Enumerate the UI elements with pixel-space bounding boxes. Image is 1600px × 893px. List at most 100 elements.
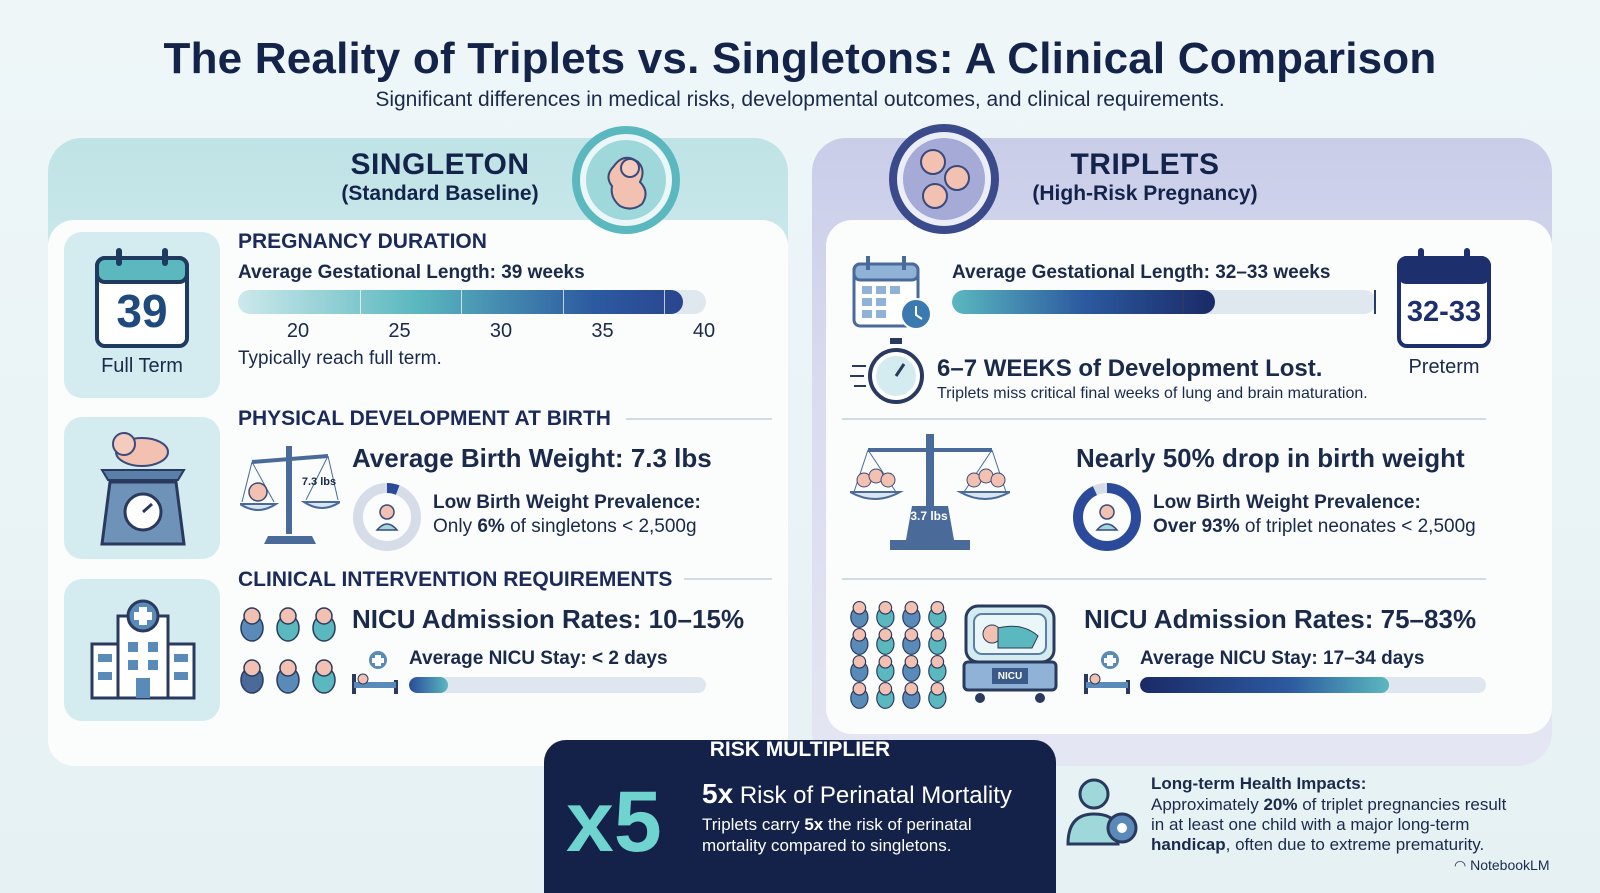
swaddled-baby-icon bbox=[928, 600, 947, 632]
singleton-weight-badge: 7.3 lbs bbox=[301, 476, 337, 488]
triplets-heading: TRIPLETS bbox=[1070, 148, 1220, 181]
weeks-lost-note: Triplets miss critical final weeks of lu… bbox=[937, 385, 1368, 402]
triplets-gestation-bar bbox=[952, 290, 1376, 314]
calendar-number: 39 bbox=[116, 285, 168, 337]
page-title: The Reality of Triplets vs. Singletons: … bbox=[163, 34, 1437, 83]
calendar-icon bbox=[94, 246, 190, 350]
baby-scale-icon bbox=[96, 426, 190, 550]
swaddled-baby-icon bbox=[876, 681, 895, 713]
longterm-p3: , often due to extreme prematurity. bbox=[1225, 835, 1485, 854]
triplets-weight-drop: Nearly 50% drop in birth weight bbox=[1076, 443, 1465, 473]
stopwatch-icon bbox=[850, 336, 930, 408]
swaddled-baby-icon bbox=[902, 600, 921, 632]
brand-icon: ◠ bbox=[1454, 857, 1471, 873]
swaddled-baby-icon bbox=[876, 600, 895, 632]
swaddled-baby-icon bbox=[276, 606, 300, 647]
triplets-gestation-bar-fill bbox=[952, 290, 1215, 314]
gestation-tick-label: 20 bbox=[286, 320, 310, 342]
triplets-lbw-text: Over 93% of triplet neonates < 2,500g bbox=[1153, 516, 1476, 538]
triplet-fetuses-icon bbox=[887, 122, 1001, 236]
swaddled-baby-icon bbox=[902, 681, 921, 713]
brand-name: NotebookLM bbox=[1470, 857, 1550, 873]
risk-line-bold: 5x bbox=[702, 778, 734, 809]
triplets-stay-bar bbox=[1140, 677, 1486, 693]
gestation-tick-labels: 20 25 30 35 40 bbox=[238, 320, 715, 344]
risk-multiplier-block bbox=[544, 740, 1056, 893]
swaddled-baby-icon bbox=[312, 606, 336, 647]
singleton-subheading: (Standard Baseline) bbox=[341, 182, 539, 205]
risk-note: Triplets carry 5x the risk of perinatal … bbox=[702, 814, 1022, 856]
swaddled-baby-icon bbox=[240, 606, 264, 647]
singleton-header: SINGLETON (Standard Baseline) bbox=[300, 148, 580, 206]
swaddled-baby-icon bbox=[876, 627, 895, 659]
section-divider bbox=[842, 418, 1486, 420]
brand-label: ◠ NotebookLM bbox=[1454, 857, 1550, 874]
physical-section-title: PHYSICAL DEVELOPMENT AT BIRTH bbox=[238, 407, 611, 430]
bar-marker bbox=[1182, 290, 1184, 314]
section-divider bbox=[842, 578, 1486, 580]
preterm-calendar-number: 32-33 bbox=[1406, 296, 1482, 328]
swaddled-baby-icon bbox=[902, 627, 921, 659]
swaddled-baby-icon bbox=[902, 654, 921, 686]
incubator-icon bbox=[962, 604, 1058, 704]
risk-note-prefix: Triplets carry bbox=[702, 815, 805, 834]
swaddled-babies-icon bbox=[240, 606, 346, 710]
gestation-tick-line bbox=[664, 290, 665, 314]
preterm-label: Preterm bbox=[1408, 356, 1480, 378]
triplets-nicu-rate: NICU Admission Rates: 75–83% bbox=[1084, 604, 1477, 634]
gestation-tick-label: 25 bbox=[388, 320, 411, 342]
swaddled-babies-grid-icon bbox=[850, 600, 956, 709]
hospital-bed-icon bbox=[350, 650, 400, 696]
calendar-label: Full Term bbox=[101, 355, 183, 377]
singleton-duration-note: Typically reach full term. bbox=[238, 348, 442, 369]
longterm-b1: 20% bbox=[1263, 795, 1298, 814]
lbw-suffix: of singletons < 2,500g bbox=[504, 516, 697, 537]
lbw-value: Over 93% bbox=[1153, 516, 1240, 537]
lbw-prefix: Only bbox=[433, 516, 478, 537]
singleton-nicu-stay: Average NICU Stay: < 2 days bbox=[409, 648, 668, 669]
singleton-nicu-rate: NICU Admission Rates: 10–15% bbox=[352, 604, 745, 634]
hospital-icon bbox=[88, 598, 198, 700]
singleton-heading: SINGLETON bbox=[350, 148, 530, 181]
risk-note-bold: 5x bbox=[804, 815, 824, 834]
longterm-b2: handicap bbox=[1151, 835, 1226, 854]
gestation-tick-label: 40 bbox=[692, 320, 716, 342]
singleton-gestation-bar bbox=[238, 290, 706, 314]
swaddled-baby-icon bbox=[276, 658, 300, 699]
swaddled-baby-icon bbox=[240, 658, 264, 699]
swaddled-baby-icon bbox=[928, 627, 947, 659]
balance-scale-icon bbox=[236, 440, 344, 546]
triplets-header: TRIPLETS (High-Risk Pregnancy) bbox=[1010, 148, 1280, 206]
swaddled-baby-icon bbox=[850, 600, 869, 632]
preterm-calendar-icon bbox=[1396, 246, 1492, 350]
swaddled-baby-icon bbox=[850, 681, 869, 713]
singleton-lbw-text: Only 6% of singletons < 2,500g bbox=[433, 516, 697, 538]
triplets-nicu-stay: Average NICU Stay: 17–34 days bbox=[1140, 648, 1425, 669]
singleton-gestation-bar-fill bbox=[238, 290, 683, 314]
triplets-subheading: (High-Risk Pregnancy) bbox=[1032, 182, 1258, 205]
triplets-stay-bar-fill bbox=[1140, 677, 1390, 693]
risk-line-rest: Risk of Perinatal Mortality bbox=[733, 782, 1012, 809]
triplet-balance-scale-icon bbox=[846, 430, 1014, 554]
triplet-weight-badge: 3.7 lbs bbox=[910, 509, 948, 523]
swaddled-baby-icon bbox=[850, 654, 869, 686]
swaddled-baby-icon bbox=[928, 681, 947, 713]
longterm-p2: of triplet pregnancies result in at leas… bbox=[1151, 795, 1507, 834]
weeks-lost: 6–7 WEEKS of Development Lost. bbox=[937, 355, 1323, 382]
lbw-suffix: of triplet neonates < 2,500g bbox=[1239, 516, 1476, 537]
singleton-stay-bar bbox=[409, 677, 706, 693]
triplets-lbw-donut bbox=[1072, 482, 1142, 552]
risk-line: 5x Risk of Perinatal Mortality bbox=[702, 778, 1012, 810]
gestation-tick-line bbox=[461, 290, 462, 314]
swaddled-baby-icon bbox=[850, 627, 869, 659]
clinical-section-title: CLINICAL INTERVENTION REQUIREMENTS bbox=[238, 568, 673, 591]
longterm-title: Long-term Health Impacts: bbox=[1151, 774, 1367, 793]
singleton-lbw-donut bbox=[352, 482, 422, 552]
triplets-avg-gestation: Average Gestational Length: 32–33 weeks bbox=[952, 262, 1331, 283]
risk-big-number: x5 bbox=[566, 774, 662, 870]
lbw-value: 6% bbox=[477, 516, 505, 537]
gestation-tick-line bbox=[562, 290, 564, 314]
incubator-label: NICU bbox=[997, 671, 1023, 682]
person-gear-icon bbox=[1064, 776, 1144, 848]
fetus-icon bbox=[570, 124, 682, 236]
